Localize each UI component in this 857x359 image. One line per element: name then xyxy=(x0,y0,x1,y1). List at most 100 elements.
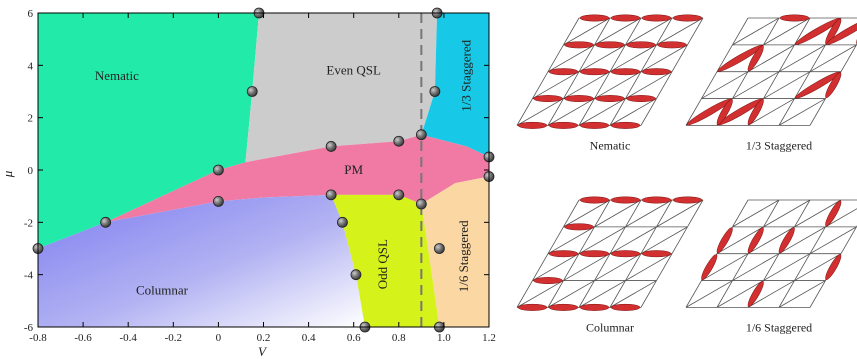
lattice-bond xyxy=(594,199,611,228)
lattice-bond xyxy=(578,280,626,308)
x-tick-label: 1.2 xyxy=(482,332,496,344)
lattice-panel: 1/6 Staggered xyxy=(685,199,857,334)
lattice-bond xyxy=(778,280,826,308)
lattice-bond xyxy=(640,226,688,255)
lattice-bond xyxy=(609,98,657,126)
lattice-bond xyxy=(609,226,626,254)
lattice-bond xyxy=(685,280,733,308)
x-tick-label: 0.6 xyxy=(347,332,361,344)
lattice-bond xyxy=(778,98,826,126)
phase-point xyxy=(212,195,224,207)
dimer xyxy=(825,72,842,99)
lattice-bond xyxy=(716,226,764,255)
lattice-bond xyxy=(825,208,857,228)
dimer xyxy=(747,45,764,72)
lattice-bond xyxy=(701,71,749,99)
lattice-bond xyxy=(732,199,749,228)
dimer xyxy=(779,14,810,22)
dimer xyxy=(626,95,656,102)
phase-point xyxy=(415,198,427,210)
lattice-bond xyxy=(732,17,780,46)
lattice-bond xyxy=(547,226,564,254)
x-tick-label: 0.8 xyxy=(392,332,406,344)
lattice-bond xyxy=(578,280,595,308)
dimer xyxy=(610,121,641,129)
lattice-bond xyxy=(547,280,595,308)
lattice-bond xyxy=(778,280,795,308)
dimer xyxy=(657,41,687,49)
y-tick-label: 4 xyxy=(28,60,34,72)
lattice-bond xyxy=(563,199,580,228)
lattice-bond xyxy=(732,199,780,228)
phase-point xyxy=(393,135,405,147)
dimer xyxy=(564,95,594,102)
lattice-bond xyxy=(809,44,857,73)
dimer xyxy=(548,121,579,129)
dimer xyxy=(716,99,733,125)
lattice-panel: 1/3 Staggered xyxy=(685,14,857,152)
region-label-nematic: Nematic xyxy=(95,68,139,83)
y-tick-label: -4 xyxy=(24,270,34,282)
lattice-bond xyxy=(640,98,657,126)
y-tick-label: 2 xyxy=(28,113,34,125)
lattice-bond xyxy=(763,17,780,46)
lattice-bond xyxy=(594,71,611,99)
lattice-bond xyxy=(578,44,626,73)
lattice-bond xyxy=(778,226,826,255)
lattice-bond xyxy=(563,199,611,228)
lattice-bond xyxy=(547,44,564,72)
dimer xyxy=(641,196,672,204)
lattice-caption: Nematic xyxy=(590,138,631,152)
dimer xyxy=(641,250,672,258)
lattice-bond xyxy=(763,17,811,46)
lattice-bond xyxy=(763,253,811,281)
dimer xyxy=(795,71,841,99)
region-labels: Nematic Even QSL 1/3 Staggered PM Columnar Od… xyxy=(95,39,474,297)
region-label-even-qsl: Even QSL xyxy=(326,63,381,78)
lattice-bond xyxy=(640,280,657,308)
lattice-bond xyxy=(594,253,642,281)
dimer xyxy=(610,303,641,311)
lattice-panel: Nematic xyxy=(516,14,704,152)
lattice-bond xyxy=(701,253,749,281)
lattice-bond xyxy=(547,44,595,73)
lattice-bond xyxy=(671,44,688,72)
lattice-bond xyxy=(547,98,564,126)
lattice-bond xyxy=(532,71,549,99)
lattice-caption: 1/3 Staggered xyxy=(746,138,812,152)
phase-point xyxy=(415,129,427,141)
lattice-bond xyxy=(794,17,811,46)
lattice-bond xyxy=(656,71,673,99)
lattice-bond xyxy=(794,199,811,228)
lattice-bond xyxy=(594,71,642,99)
lattice-bond xyxy=(578,44,595,72)
phase-diagram: -0.8 -0.6 -0.4 -0.2 0 0.2 0.4 0.6 0.8 1.0 1.2 6 4 2 0 -… xyxy=(0,7,496,359)
dimer xyxy=(610,250,641,258)
lattice-bond xyxy=(794,253,842,281)
x-tick-label: -0.6 xyxy=(74,332,92,344)
dimer xyxy=(747,227,764,254)
lattice-bond xyxy=(809,98,826,126)
phase-point xyxy=(433,243,445,254)
dimer xyxy=(686,98,732,126)
lattice-bond xyxy=(532,71,580,99)
lattice-bond xyxy=(763,199,811,228)
y-tick-label: 0 xyxy=(28,165,34,177)
region-label-columnar: Columnar xyxy=(136,282,189,297)
region-even-qsl xyxy=(245,13,438,163)
region-third-staggered xyxy=(421,13,489,157)
y-tick-label: -6 xyxy=(24,322,34,334)
lattice-bond xyxy=(778,44,795,72)
dimer xyxy=(778,227,795,254)
lattice-bond xyxy=(625,199,642,228)
dimer xyxy=(717,98,763,126)
lattice-bond xyxy=(594,17,642,46)
lattice-bond xyxy=(716,280,764,308)
lattice-bond xyxy=(563,71,611,99)
lattice-bond xyxy=(532,253,549,281)
phase-regions xyxy=(38,13,489,327)
lattice-bond xyxy=(763,71,811,99)
lattice-bond xyxy=(563,253,611,281)
dimer xyxy=(595,41,625,49)
